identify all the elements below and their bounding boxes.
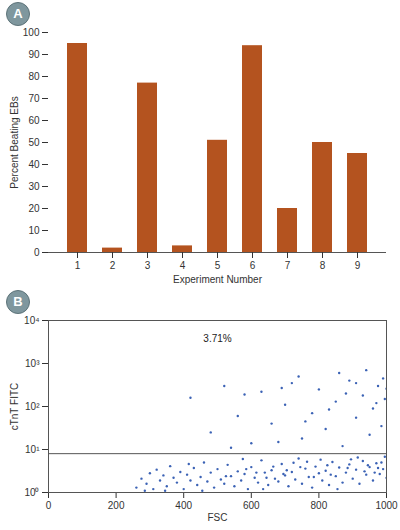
svg-text:10: 10 — [28, 225, 40, 236]
svg-text:90: 90 — [28, 49, 40, 60]
html-text:B: B — [13, 294, 23, 309]
svg-text:600: 600 — [243, 500, 260, 511]
svg-text:1: 1 — [75, 260, 81, 271]
svg-text:cTnT FITC: cTnT FITC — [9, 383, 20, 431]
svg-text:1000: 1000 — [375, 500, 398, 511]
svg-text:0: 0 — [34, 247, 40, 258]
svg-text:40: 40 — [28, 159, 40, 170]
svg-text:6: 6 — [250, 260, 256, 271]
svg-text:4: 4 — [180, 260, 186, 271]
svg-text:3: 3 — [145, 260, 151, 271]
svg-text:100: 100 — [23, 27, 40, 38]
svg-text:10⁴: 10⁴ — [24, 315, 39, 326]
svg-text:80: 80 — [28, 71, 40, 82]
svg-text:FSC: FSC — [208, 512, 228, 523]
svg-text:Percent Beating EBs: Percent Beating EBs — [9, 96, 20, 188]
svg-text:0: 0 — [46, 500, 52, 511]
svg-text:400: 400 — [175, 500, 192, 511]
svg-text:60: 60 — [28, 115, 40, 126]
svg-text:50: 50 — [28, 137, 40, 148]
svg-text:10⁰: 10⁰ — [24, 487, 39, 498]
svg-text:200: 200 — [108, 500, 125, 511]
svg-text:Experiment Number: Experiment Number — [173, 274, 263, 285]
svg-text:30: 30 — [28, 181, 40, 192]
svg-text:10³: 10³ — [25, 358, 40, 369]
svg-text:10¹: 10¹ — [25, 444, 40, 455]
svg-text:2: 2 — [110, 260, 116, 271]
svg-text:9: 9 — [355, 260, 361, 271]
svg-text:3.71%: 3.71% — [203, 333, 231, 344]
html-text:A: A — [13, 6, 23, 21]
svg-text:800: 800 — [311, 500, 328, 511]
svg-text:70: 70 — [28, 93, 40, 104]
svg-text:20: 20 — [28, 203, 40, 214]
svg-text:5: 5 — [215, 260, 221, 271]
svg-text:8: 8 — [320, 260, 326, 271]
svg-text:7: 7 — [285, 260, 291, 271]
svg-text:10²: 10² — [25, 401, 40, 412]
